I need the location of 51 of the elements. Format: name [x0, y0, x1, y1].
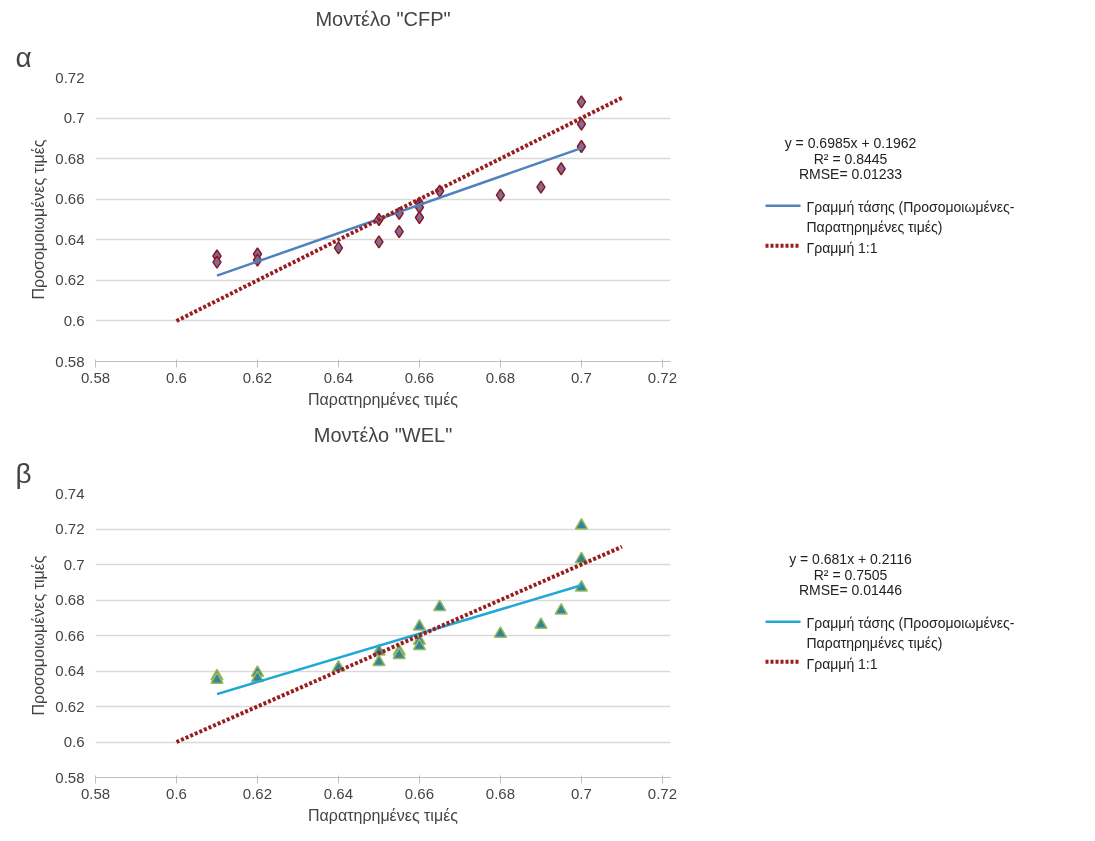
x-tick-label: 0.72	[647, 368, 678, 386]
x-tick-label: 0.58	[80, 784, 111, 802]
y-tick-label: 0.7	[63, 109, 85, 127]
y-tick-label: 0.7	[63, 555, 85, 573]
y-tick-label: 0.68	[55, 591, 85, 608]
x-tick-label: 0.6	[166, 368, 187, 386]
x-tick-label: 0.68	[485, 784, 516, 802]
y-tick-label: 0.62	[55, 697, 85, 715]
x-tick-label: 0.72	[647, 784, 678, 802]
x-tick-label: 0.64	[323, 368, 354, 386]
x-axis-title: Παρατηρημένες τιμές	[308, 806, 459, 824]
x-tick-label: 0.58	[80, 368, 111, 386]
y-tick-label: 0.72	[55, 520, 85, 537]
x-axis-title: Παρατηρημένες τιμές	[308, 390, 459, 408]
y-tick-label: 0.64	[55, 230, 85, 248]
legend-label: Γραμμή 1:1	[806, 655, 878, 672]
y-tick-label: 0.64	[55, 662, 85, 679]
x-tick-label: 0.62	[242, 784, 273, 802]
text: β	[15, 457, 32, 489]
x-tick-label: 0.64	[323, 784, 354, 802]
text: α	[15, 41, 32, 73]
y-axis-title: Προσομοιωμένες τιμές	[30, 139, 48, 300]
y-tick-label: 0.66	[55, 626, 85, 644]
y-tick-label: 0.68	[55, 149, 85, 167]
y-tick-label: 0.74	[55, 484, 85, 502]
text: y = 0.6985x + 0.1962	[784, 135, 917, 152]
legend-label: Γραμμή 1:1	[806, 239, 878, 256]
legend-label: Γραμμή τάσης (Προσομοιωμένες-Παρατηρημένες τιμές)	[806, 199, 1015, 235]
chart-title: Μοντέλο "CFP"	[315, 7, 451, 30]
text: R² = 0.8445	[813, 150, 888, 167]
x-tick-label: 0.7	[570, 368, 592, 386]
y-tick-label: 0.72	[55, 68, 85, 86]
x-tick-label: 0.62	[242, 368, 273, 386]
y-tick-label: 0.66	[55, 190, 85, 208]
x-tick-label: 0.7	[570, 784, 592, 802]
chart-title: Μοντέλο "WEL"	[313, 423, 453, 446]
text: R² = 0.7505	[813, 566, 888, 583]
y-tick-label: 0.58	[55, 352, 85, 370]
x-tick-label: 0.66	[404, 368, 435, 386]
y-tick-label: 0.6	[63, 311, 85, 329]
text: RMSE= 0.01233	[798, 165, 903, 182]
legend-label: Γραμμή τάσης (Προσομοιωμένες-Παρατηρημένες τιμές)	[806, 615, 1015, 651]
x-tick-label: 0.6	[166, 784, 187, 802]
y-tick-label: 0.58	[55, 768, 85, 786]
y-axis-title: Προσομοιωμένες τιμές	[30, 555, 48, 716]
y-tick-label: 0.6	[63, 733, 85, 750]
text: y = 0.681x + 0.2116	[789, 551, 913, 568]
x-tick-label: 0.68	[485, 368, 516, 386]
text: RMSE= 0.01446	[798, 581, 903, 598]
y-tick-label: 0.62	[55, 271, 85, 289]
x-tick-label: 0.66	[404, 784, 435, 802]
